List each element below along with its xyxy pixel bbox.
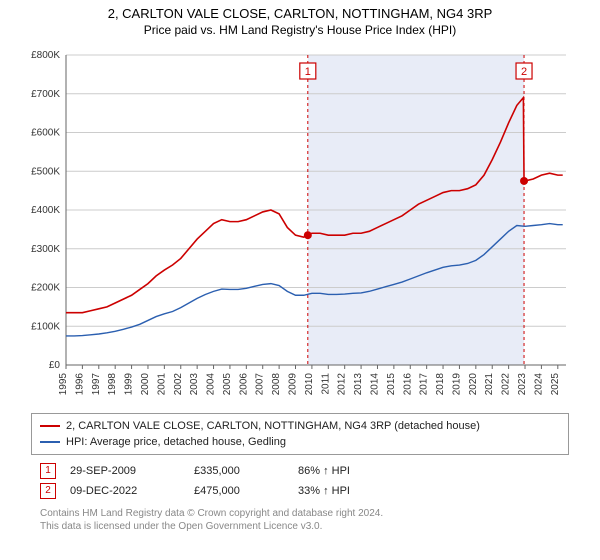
svg-text:2009: 2009	[288, 373, 299, 396]
svg-text:£100K: £100K	[31, 321, 60, 332]
sale-price: £335,000	[194, 461, 284, 481]
svg-text:2025: 2025	[550, 373, 561, 396]
svg-text:1998: 1998	[107, 373, 118, 396]
legend-label: HPI: Average price, detached house, Gedl…	[66, 434, 286, 450]
sale-row: 1 29-SEP-2009 £335,000 86% ↑ HPI	[40, 461, 560, 481]
svg-text:2001: 2001	[156, 373, 167, 396]
svg-text:£300K: £300K	[31, 244, 60, 255]
legend-swatch	[40, 425, 60, 427]
page-subtitle: Price paid vs. HM Land Registry's House …	[0, 23, 600, 37]
svg-text:1999: 1999	[124, 373, 135, 396]
svg-text:2018: 2018	[435, 373, 446, 396]
svg-text:£0: £0	[49, 360, 61, 371]
svg-text:2008: 2008	[271, 373, 282, 396]
chart-svg: £0 £100K £200K £300K £400K £500K £600K £700K £80…	[20, 45, 580, 405]
svg-text:2011: 2011	[320, 373, 331, 395]
sale-marker: 1	[40, 463, 56, 479]
svg-text:£500K: £500K	[31, 166, 60, 177]
svg-text:2000: 2000	[140, 373, 151, 396]
svg-text:2017: 2017	[419, 373, 430, 396]
svg-text:2007: 2007	[255, 373, 266, 396]
svg-text:2015: 2015	[386, 373, 397, 396]
svg-text:2004: 2004	[206, 373, 217, 396]
svg-text:2003: 2003	[189, 373, 200, 396]
legend: 2, CARLTON VALE CLOSE, CARLTON, NOTTINGH…	[31, 413, 569, 455]
svg-text:1997: 1997	[91, 373, 102, 396]
svg-text:2002: 2002	[173, 373, 184, 396]
svg-text:2024: 2024	[533, 373, 544, 396]
chart: £0 £100K £200K £300K £400K £500K £600K £700K £80…	[20, 45, 580, 405]
svg-text:1: 1	[305, 66, 311, 78]
svg-text:£600K: £600K	[31, 128, 60, 139]
svg-text:2021: 2021	[484, 373, 495, 396]
svg-text:£700K: £700K	[31, 89, 60, 100]
svg-text:2019: 2019	[451, 373, 462, 396]
sale-row: 2 09-DEC-2022 £475,000 33% ↑ HPI	[40, 481, 560, 501]
svg-text:£400K: £400K	[31, 205, 60, 216]
sale-marker: 2	[40, 483, 56, 499]
svg-text:2: 2	[521, 66, 527, 78]
svg-text:2013: 2013	[353, 373, 364, 396]
footer: Contains HM Land Registry data © Crown c…	[40, 507, 560, 533]
svg-text:2022: 2022	[501, 373, 512, 396]
svg-text:2010: 2010	[304, 373, 315, 396]
footer-line-2: This data is licensed under the Open Gov…	[40, 520, 560, 533]
legend-row: HPI: Average price, detached house, Gedl…	[40, 434, 560, 450]
svg-text:£200K: £200K	[31, 283, 60, 294]
svg-text:1995: 1995	[58, 373, 69, 396]
sale-date: 09-DEC-2022	[70, 481, 180, 501]
svg-text:2016: 2016	[402, 373, 413, 396]
svg-text:1996: 1996	[74, 373, 85, 396]
title-block: 2, CARLTON VALE CLOSE, CARLTON, NOTTINGH…	[0, 0, 600, 37]
svg-text:2014: 2014	[369, 373, 380, 396]
svg-text:2020: 2020	[468, 373, 479, 396]
legend-label: 2, CARLTON VALE CLOSE, CARLTON, NOTTINGH…	[66, 418, 480, 434]
sale-price: £475,000	[194, 481, 284, 501]
sales-table: 1 29-SEP-2009 £335,000 86% ↑ HPI 2 09-DEC-202…	[40, 461, 560, 501]
svg-text:2006: 2006	[238, 373, 249, 396]
svg-text:2012: 2012	[337, 373, 348, 396]
legend-swatch	[40, 441, 60, 443]
sale-date: 29-SEP-2009	[70, 461, 180, 481]
sale-diff: 86% ↑ HPI	[298, 461, 398, 481]
sale-diff: 33% ↑ HPI	[298, 481, 398, 501]
footer-line-1: Contains HM Land Registry data © Crown c…	[40, 507, 560, 520]
svg-text:2005: 2005	[222, 373, 233, 396]
svg-text:£800K: £800K	[31, 50, 60, 61]
page-title: 2, CARLTON VALE CLOSE, CARLTON, NOTTINGH…	[0, 6, 600, 21]
legend-row: 2, CARLTON VALE CLOSE, CARLTON, NOTTINGH…	[40, 418, 560, 434]
svg-text:2023: 2023	[517, 373, 528, 396]
